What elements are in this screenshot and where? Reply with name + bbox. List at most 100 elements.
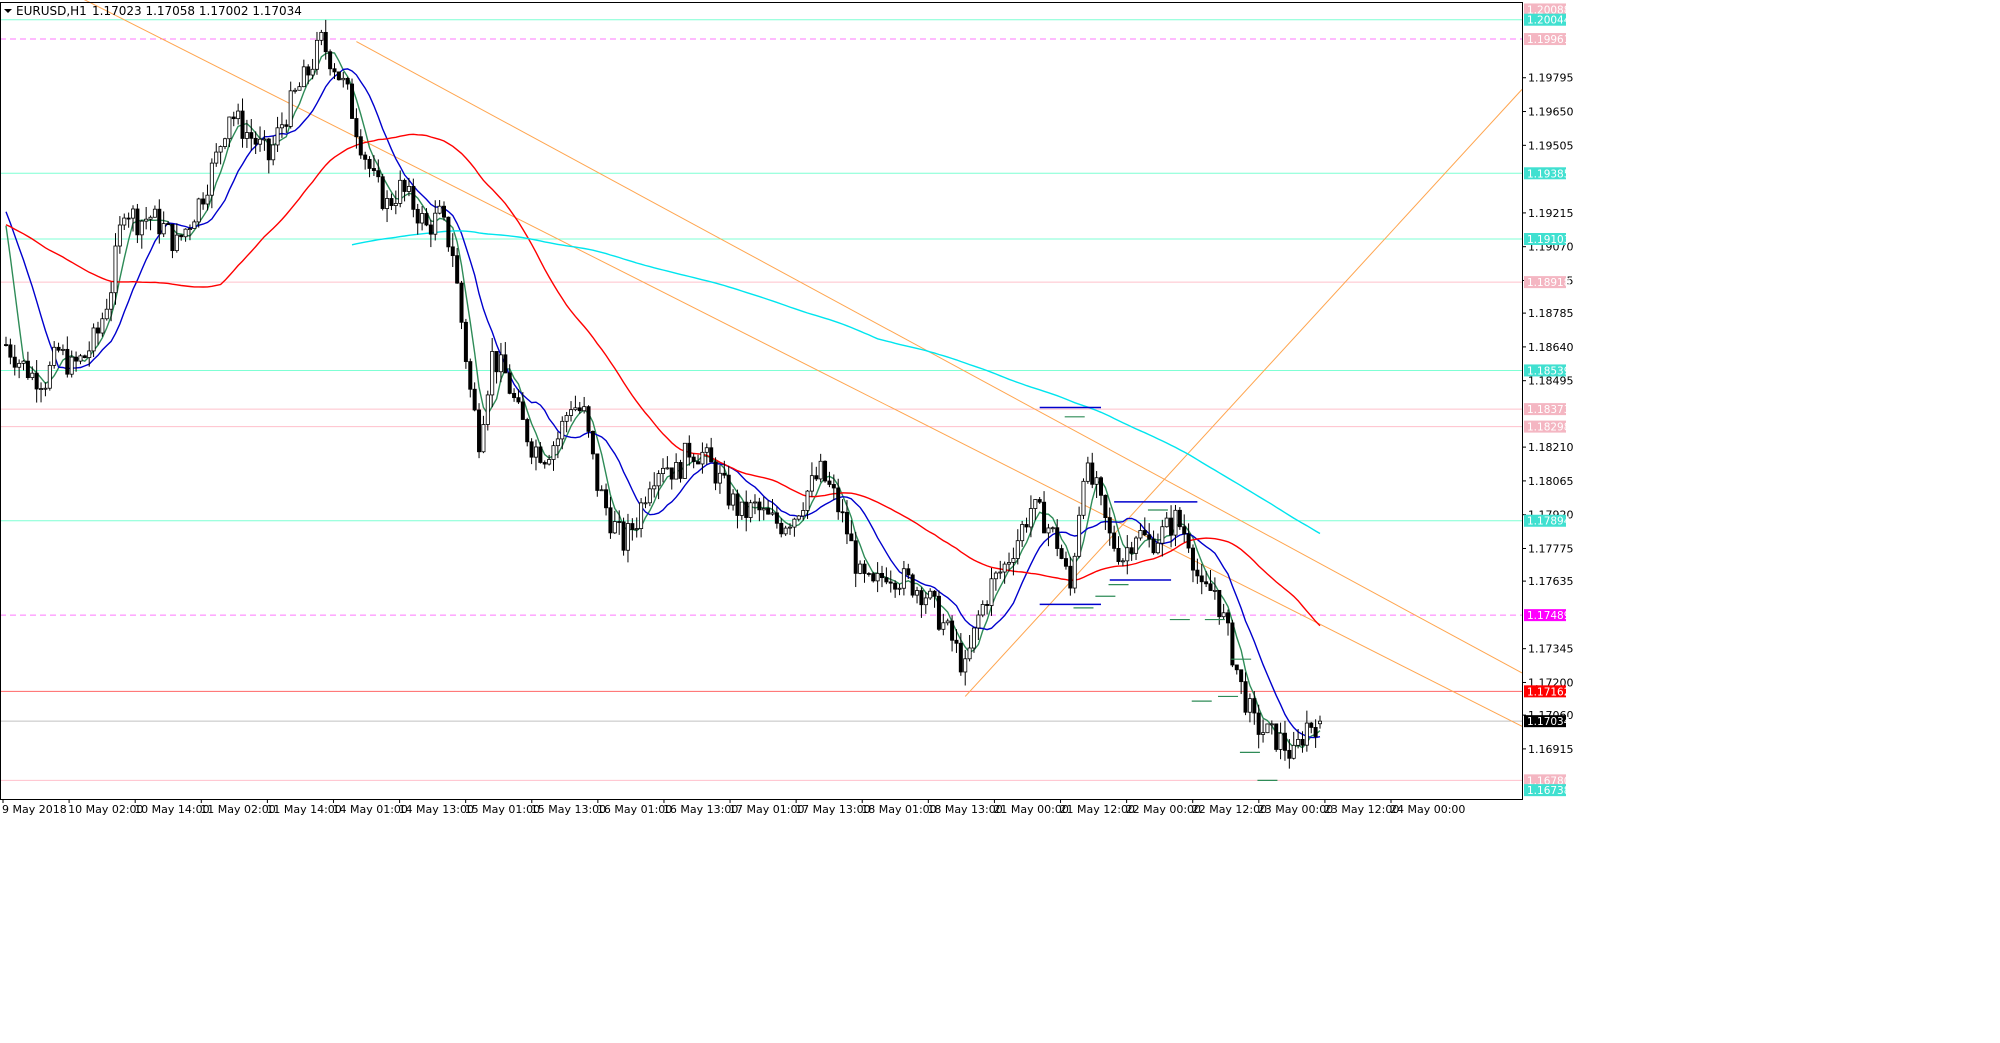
candle[interactable]: [1002, 563, 1007, 573]
candle[interactable]: [779, 522, 784, 535]
candle[interactable]: [910, 574, 915, 596]
candle[interactable]: [805, 490, 810, 511]
candle[interactable]: [126, 217, 131, 220]
candle[interactable]: [301, 66, 306, 88]
candle[interactable]: [573, 407, 578, 411]
candle[interactable]: [766, 508, 771, 515]
candle[interactable]: [258, 138, 263, 145]
candle[interactable]: [336, 71, 341, 81]
candle[interactable]: [923, 597, 928, 606]
trend-line[interactable]: [356, 41, 1523, 674]
candle[interactable]: [608, 507, 613, 534]
candle[interactable]: [21, 360, 26, 364]
candle[interactable]: [406, 185, 411, 192]
candle[interactable]: [1112, 532, 1117, 549]
candle[interactable]: [525, 419, 530, 443]
candle[interactable]: [809, 475, 814, 492]
candle[interactable]: [385, 198, 390, 209]
candle[interactable]: [1269, 723, 1274, 726]
candle[interactable]: [1033, 499, 1038, 509]
candle[interactable]: [266, 138, 271, 161]
candle[interactable]: [1256, 712, 1261, 735]
candle[interactable]: [1151, 538, 1156, 554]
candle[interactable]: [30, 372, 35, 379]
candle[interactable]: [621, 521, 626, 551]
candle[interactable]: [1199, 575, 1204, 583]
candle[interactable]: [253, 137, 258, 145]
candle[interactable]: [109, 292, 114, 310]
candle[interactable]: [179, 234, 184, 238]
candle[interactable]: [1129, 547, 1134, 554]
candle[interactable]: [529, 441, 534, 458]
candle[interactable]: [297, 86, 302, 91]
candle[interactable]: [222, 138, 227, 147]
candle[interactable]: [131, 208, 136, 219]
candle[interactable]: [1261, 732, 1266, 735]
candle[interactable]: [1020, 524, 1025, 542]
candle[interactable]: [314, 39, 319, 70]
candle[interactable]: [367, 158, 372, 169]
candle[interactable]: [971, 627, 976, 649]
candle[interactable]: [201, 198, 206, 205]
trend-line[interactable]: [6, 0, 1523, 727]
candle[interactable]: [1274, 723, 1279, 750]
candle[interactable]: [358, 136, 363, 156]
candle[interactable]: [74, 356, 79, 362]
candle[interactable]: [323, 31, 328, 53]
candle[interactable]: [919, 590, 924, 606]
candle[interactable]: [735, 493, 740, 516]
candle[interactable]: [271, 144, 276, 161]
candle[interactable]: [1309, 722, 1314, 728]
candle[interactable]: [551, 445, 556, 460]
candle[interactable]: [1011, 558, 1016, 563]
candle[interactable]: [144, 218, 149, 222]
candle[interactable]: [498, 354, 503, 373]
candle[interactable]: [818, 460, 823, 480]
candle[interactable]: [932, 590, 937, 597]
candle[interactable]: [122, 217, 127, 226]
candle[interactable]: [1155, 542, 1160, 554]
candle[interactable]: [538, 446, 543, 463]
candle[interactable]: [341, 77, 346, 81]
candle[interactable]: [801, 510, 806, 517]
candle[interactable]: [113, 245, 118, 294]
candle[interactable]: [893, 582, 898, 590]
candle[interactable]: [363, 154, 368, 160]
candle[interactable]: [1107, 517, 1112, 534]
candle[interactable]: [1278, 732, 1283, 750]
candle[interactable]: [1037, 499, 1042, 503]
candle[interactable]: [713, 461, 718, 484]
candle[interactable]: [139, 220, 144, 236]
candle[interactable]: [249, 132, 254, 139]
candle[interactable]: [823, 460, 828, 482]
candle[interactable]: [411, 185, 416, 210]
candle[interactable]: [542, 462, 547, 465]
candle[interactable]: [1007, 562, 1012, 565]
candle[interactable]: [656, 473, 661, 487]
candle[interactable]: [884, 577, 889, 583]
candle[interactable]: [862, 563, 867, 574]
candle[interactable]: [783, 527, 788, 535]
candle[interactable]: [612, 521, 617, 534]
candle[interactable]: [836, 487, 841, 513]
candle[interactable]: [1081, 480, 1086, 516]
candle[interactable]: [569, 409, 574, 416]
candle[interactable]: [231, 116, 236, 120]
candle[interactable]: [1239, 669, 1244, 683]
candle[interactable]: [647, 488, 652, 504]
candle[interactable]: [82, 355, 87, 359]
candle[interactable]: [1042, 501, 1047, 534]
candle[interactable]: [345, 77, 350, 85]
candle[interactable]: [319, 31, 324, 41]
candle[interactable]: [1138, 530, 1143, 539]
candle[interactable]: [1077, 514, 1082, 557]
candle[interactable]: [205, 194, 210, 205]
candle[interactable]: [687, 442, 692, 458]
candle[interactable]: [47, 364, 52, 389]
candle[interactable]: [100, 318, 105, 334]
candle[interactable]: [774, 512, 779, 524]
candle[interactable]: [1230, 622, 1235, 666]
candle[interactable]: [722, 472, 727, 476]
candle[interactable]: [39, 388, 44, 390]
